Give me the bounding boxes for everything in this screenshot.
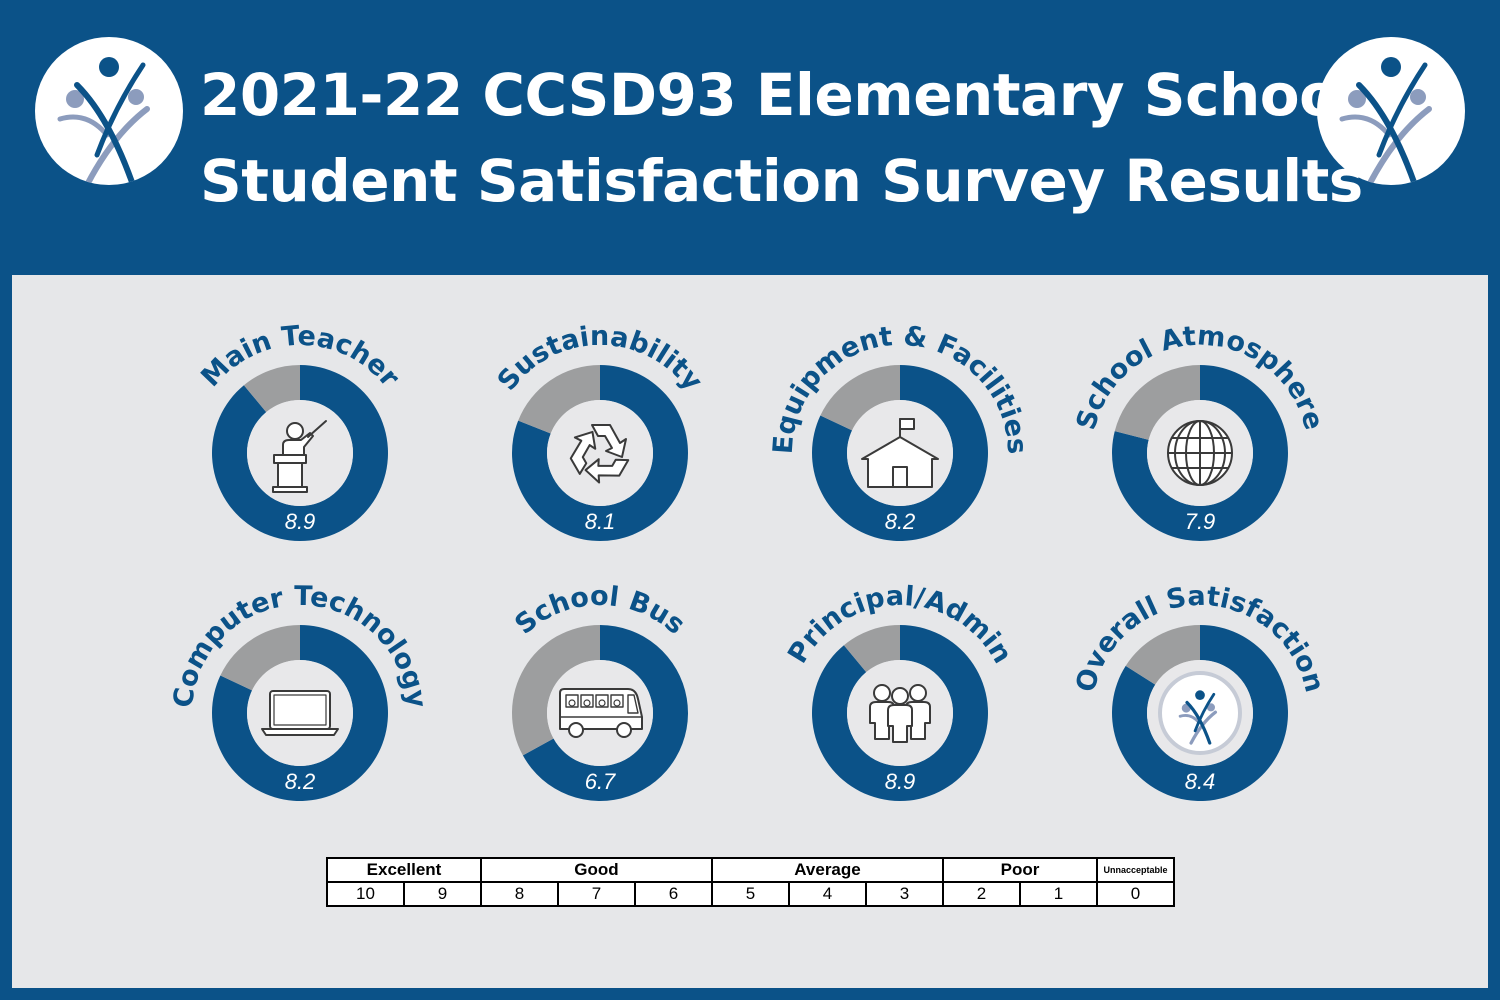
laptop-icon <box>261 690 339 736</box>
scale-category: Unnacceptable <box>1096 857 1175 883</box>
donut-value-label: 6.7 <box>584 769 616 794</box>
donut-charts: Main Teacher Sustainability Equipment & Fa… <box>168 320 1330 802</box>
title-line-1: 2021-22 CCSD93 Elementary School <box>200 61 1358 129</box>
district-logo-icon <box>35 37 183 185</box>
donut-chart: School Bus <box>509 581 691 802</box>
school-bus-icon <box>559 688 643 738</box>
donut-value-label: 7.9 <box>1184 509 1216 534</box>
scale-value: 10 <box>326 881 405 907</box>
scale-category: Good <box>480 857 713 883</box>
donut-value-label: 8.4 <box>1184 769 1216 794</box>
scale-value-row: 10 9 8 7 6 5 4 3 2 1 0 <box>326 881 1175 907</box>
donut-remainder-arc <box>843 625 900 673</box>
donut-remainder-arc <box>820 365 900 431</box>
donut-value-arc <box>1112 625 1288 801</box>
donut-value-arc <box>812 365 989 541</box>
donut-value-arc <box>512 365 689 541</box>
scale-value: 4 <box>788 881 867 907</box>
globe-icon <box>1167 420 1233 486</box>
donut-remainder-arc <box>1114 365 1200 440</box>
donut-center <box>547 400 653 506</box>
rating-scale-table: Excellent Good Average Poor Unnacceptabl… <box>326 857 1175 907</box>
donut-value-arc <box>1112 365 1289 541</box>
title-line-2: Student Satisfaction Survey Results <box>200 147 1363 215</box>
donut-chart: Sustainability <box>492 321 709 541</box>
page-title: 2021-22 CCSD93 Elementary School Student… <box>200 52 1363 224</box>
donut-remainder-arc <box>220 625 300 691</box>
header: 2021-22 CCSD93 Elementary School Student… <box>0 0 1500 275</box>
scale-value: 7 <box>557 881 636 907</box>
donut-value-label: 8.1 <box>584 509 616 534</box>
donut-value-label: 8.2 <box>884 509 916 534</box>
donut-value-arc <box>212 365 389 541</box>
donut-value-label: 8.9 <box>884 769 916 794</box>
donut-remainder-arc <box>518 365 600 434</box>
scale-value: 3 <box>865 881 944 907</box>
donut-value-arc <box>211 625 389 801</box>
donut-remainder-arc <box>243 365 300 413</box>
donut-remainder-arc <box>1125 625 1200 685</box>
scale-value: 9 <box>403 881 482 907</box>
donut-chart: Main Teacher <box>195 320 406 541</box>
donut-value-arc <box>812 625 989 801</box>
donut-remainder-arc <box>512 625 600 756</box>
donut-value-arc <box>522 625 688 802</box>
scale-value: 8 <box>480 881 559 907</box>
scale-category: Excellent <box>326 857 482 883</box>
scale-category-row: Excellent Good Average Poor Unnacceptabl… <box>326 857 1175 883</box>
donut-chart: Computer Technology <box>168 581 432 801</box>
district-logo-icon <box>1317 37 1465 185</box>
scale-category: Average <box>711 857 944 883</box>
donut-value-label: 8.9 <box>284 509 316 534</box>
scale-category: Poor <box>942 857 1098 883</box>
results-panel: Main Teacher Sustainability Equipment & Fa… <box>12 275 1488 988</box>
donut-chart: Equipment & Facilities <box>768 321 1032 541</box>
scale-value: 1 <box>1019 881 1098 907</box>
donut-chart: School Atmosphere <box>1071 320 1329 541</box>
scale-value: 6 <box>634 881 713 907</box>
donut-chart: Principal/Admin <box>782 581 1018 801</box>
people-group-icon <box>869 684 931 743</box>
scale-value: 5 <box>711 881 790 907</box>
schoolhouse-icon <box>861 418 939 488</box>
donut-value-label: 8.2 <box>284 769 316 794</box>
recycle-icon <box>569 424 630 484</box>
district-logo-icon <box>1158 671 1242 755</box>
scale-value: 2 <box>942 881 1021 907</box>
teacher-lectern-icon <box>272 420 327 493</box>
donut-chart: Overall Satisfaction <box>1070 581 1330 801</box>
scale-value: 0 <box>1096 881 1175 907</box>
